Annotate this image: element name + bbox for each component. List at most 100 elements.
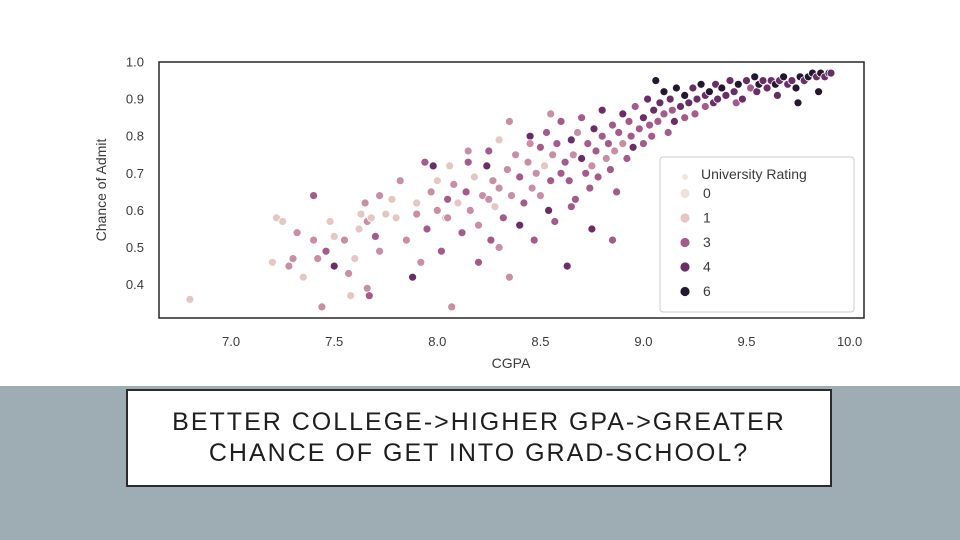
data-point [665,94,675,104]
data-point [618,139,628,149]
data-point [498,213,508,223]
data-point [309,235,319,245]
data-point [298,272,308,282]
data-point [680,113,690,123]
data-point [469,172,479,182]
data-point [344,269,354,278]
data-point [436,246,446,256]
data-point [525,131,535,141]
data-point [484,146,494,156]
data-point [717,83,727,93]
legend-box [659,156,855,313]
data-point [738,94,747,104]
legend-marker [679,286,691,297]
data-point [546,109,556,119]
data-point [536,191,545,201]
y-tick-labels: 0.4 0.5 0.6 0.7 0.8 0.9 1.0 [126,55,144,293]
data-point [529,235,539,245]
data-point [540,161,549,171]
y-tick-label: 0.9 [126,92,144,107]
data-point [655,98,665,108]
data-point [659,87,669,97]
data-point [391,213,401,223]
data-point [814,87,823,97]
data-point [443,194,453,204]
data-point [587,161,597,171]
legend-marker [679,212,691,224]
data-point [494,135,504,145]
data-point [653,117,663,126]
data-point [670,117,679,126]
data-point [375,191,385,201]
data-point [564,176,574,186]
data-point [494,243,504,252]
data-point [488,176,498,186]
data-point [593,172,603,182]
data-point [626,131,636,141]
data-point [688,83,698,93]
y-tick-label: 1.0 [126,55,144,70]
legend: University Rating 0 1 3 4 6 [659,156,855,313]
data-point [550,217,560,226]
y-tick-label: 0.5 [126,240,144,255]
legend-label: 1 [703,210,711,226]
data-point [758,76,768,85]
data-point [562,261,572,271]
data-point [659,109,669,119]
data-point [566,202,576,212]
legend-label: 0 [703,185,711,201]
data-point [791,83,801,93]
data-point [490,202,500,212]
data-point [577,154,586,163]
data-point [581,168,591,178]
data-point [278,217,288,226]
data-point [267,257,277,267]
data-point [577,113,586,123]
data-point [461,187,471,197]
x-tick-label: 10.0 [837,334,862,349]
data-point [700,102,710,111]
data-point [647,131,657,141]
x-axis-title: CGPA [492,355,531,371]
data-point [705,87,714,97]
points-layer [185,68,836,312]
data-point [729,87,739,97]
data-point [474,220,483,230]
data-point [428,161,438,171]
data-point [375,246,385,256]
data-point [288,254,298,264]
data-point [395,176,405,186]
legend-marker [679,261,691,273]
data-point [507,191,516,201]
data-point [573,128,582,137]
data-point [676,102,685,111]
data-point [445,161,455,171]
data-point [680,91,690,100]
data-point [639,139,648,149]
data-point [587,224,597,234]
data-point [474,257,483,267]
data-point [721,91,731,100]
data-point [583,139,593,149]
data-point [387,194,397,204]
data-point [597,105,607,115]
data-point [370,231,380,241]
y-tick-label: 0.7 [126,166,144,181]
data-point [463,157,473,167]
data-point [519,198,529,208]
x-tick-label: 9.5 [737,334,755,349]
data-point [364,291,374,301]
x-tick-label: 9.0 [634,334,652,349]
data-point [527,183,537,193]
data-point [309,191,319,201]
data-point [548,150,558,160]
legend-label: 4 [703,259,711,275]
data-point [793,98,803,108]
data-point [628,142,638,152]
data-point [531,168,541,178]
data-point [762,83,772,93]
data-point [443,213,453,223]
data-point [752,87,762,97]
data-point [568,150,578,160]
data-point [340,235,349,245]
